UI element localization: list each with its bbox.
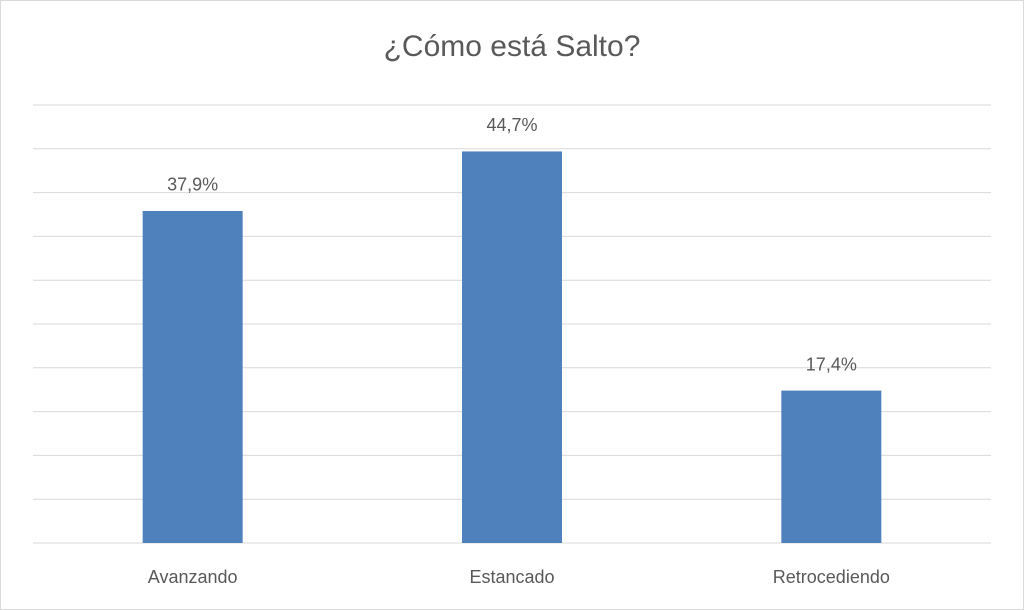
value-label: 44,7%	[486, 115, 537, 135]
x-tick-label: Estancado	[469, 567, 554, 587]
bar	[142, 210, 243, 543]
value-label: 17,4%	[806, 354, 857, 374]
value-label: 37,9%	[167, 175, 218, 195]
chart-title: ¿Cómo está Salto?	[384, 30, 641, 63]
bar	[462, 151, 562, 544]
x-tick-label: Retrocediendo	[773, 567, 890, 587]
bar	[781, 390, 882, 543]
x-tick-label: Avanzando	[148, 567, 238, 587]
